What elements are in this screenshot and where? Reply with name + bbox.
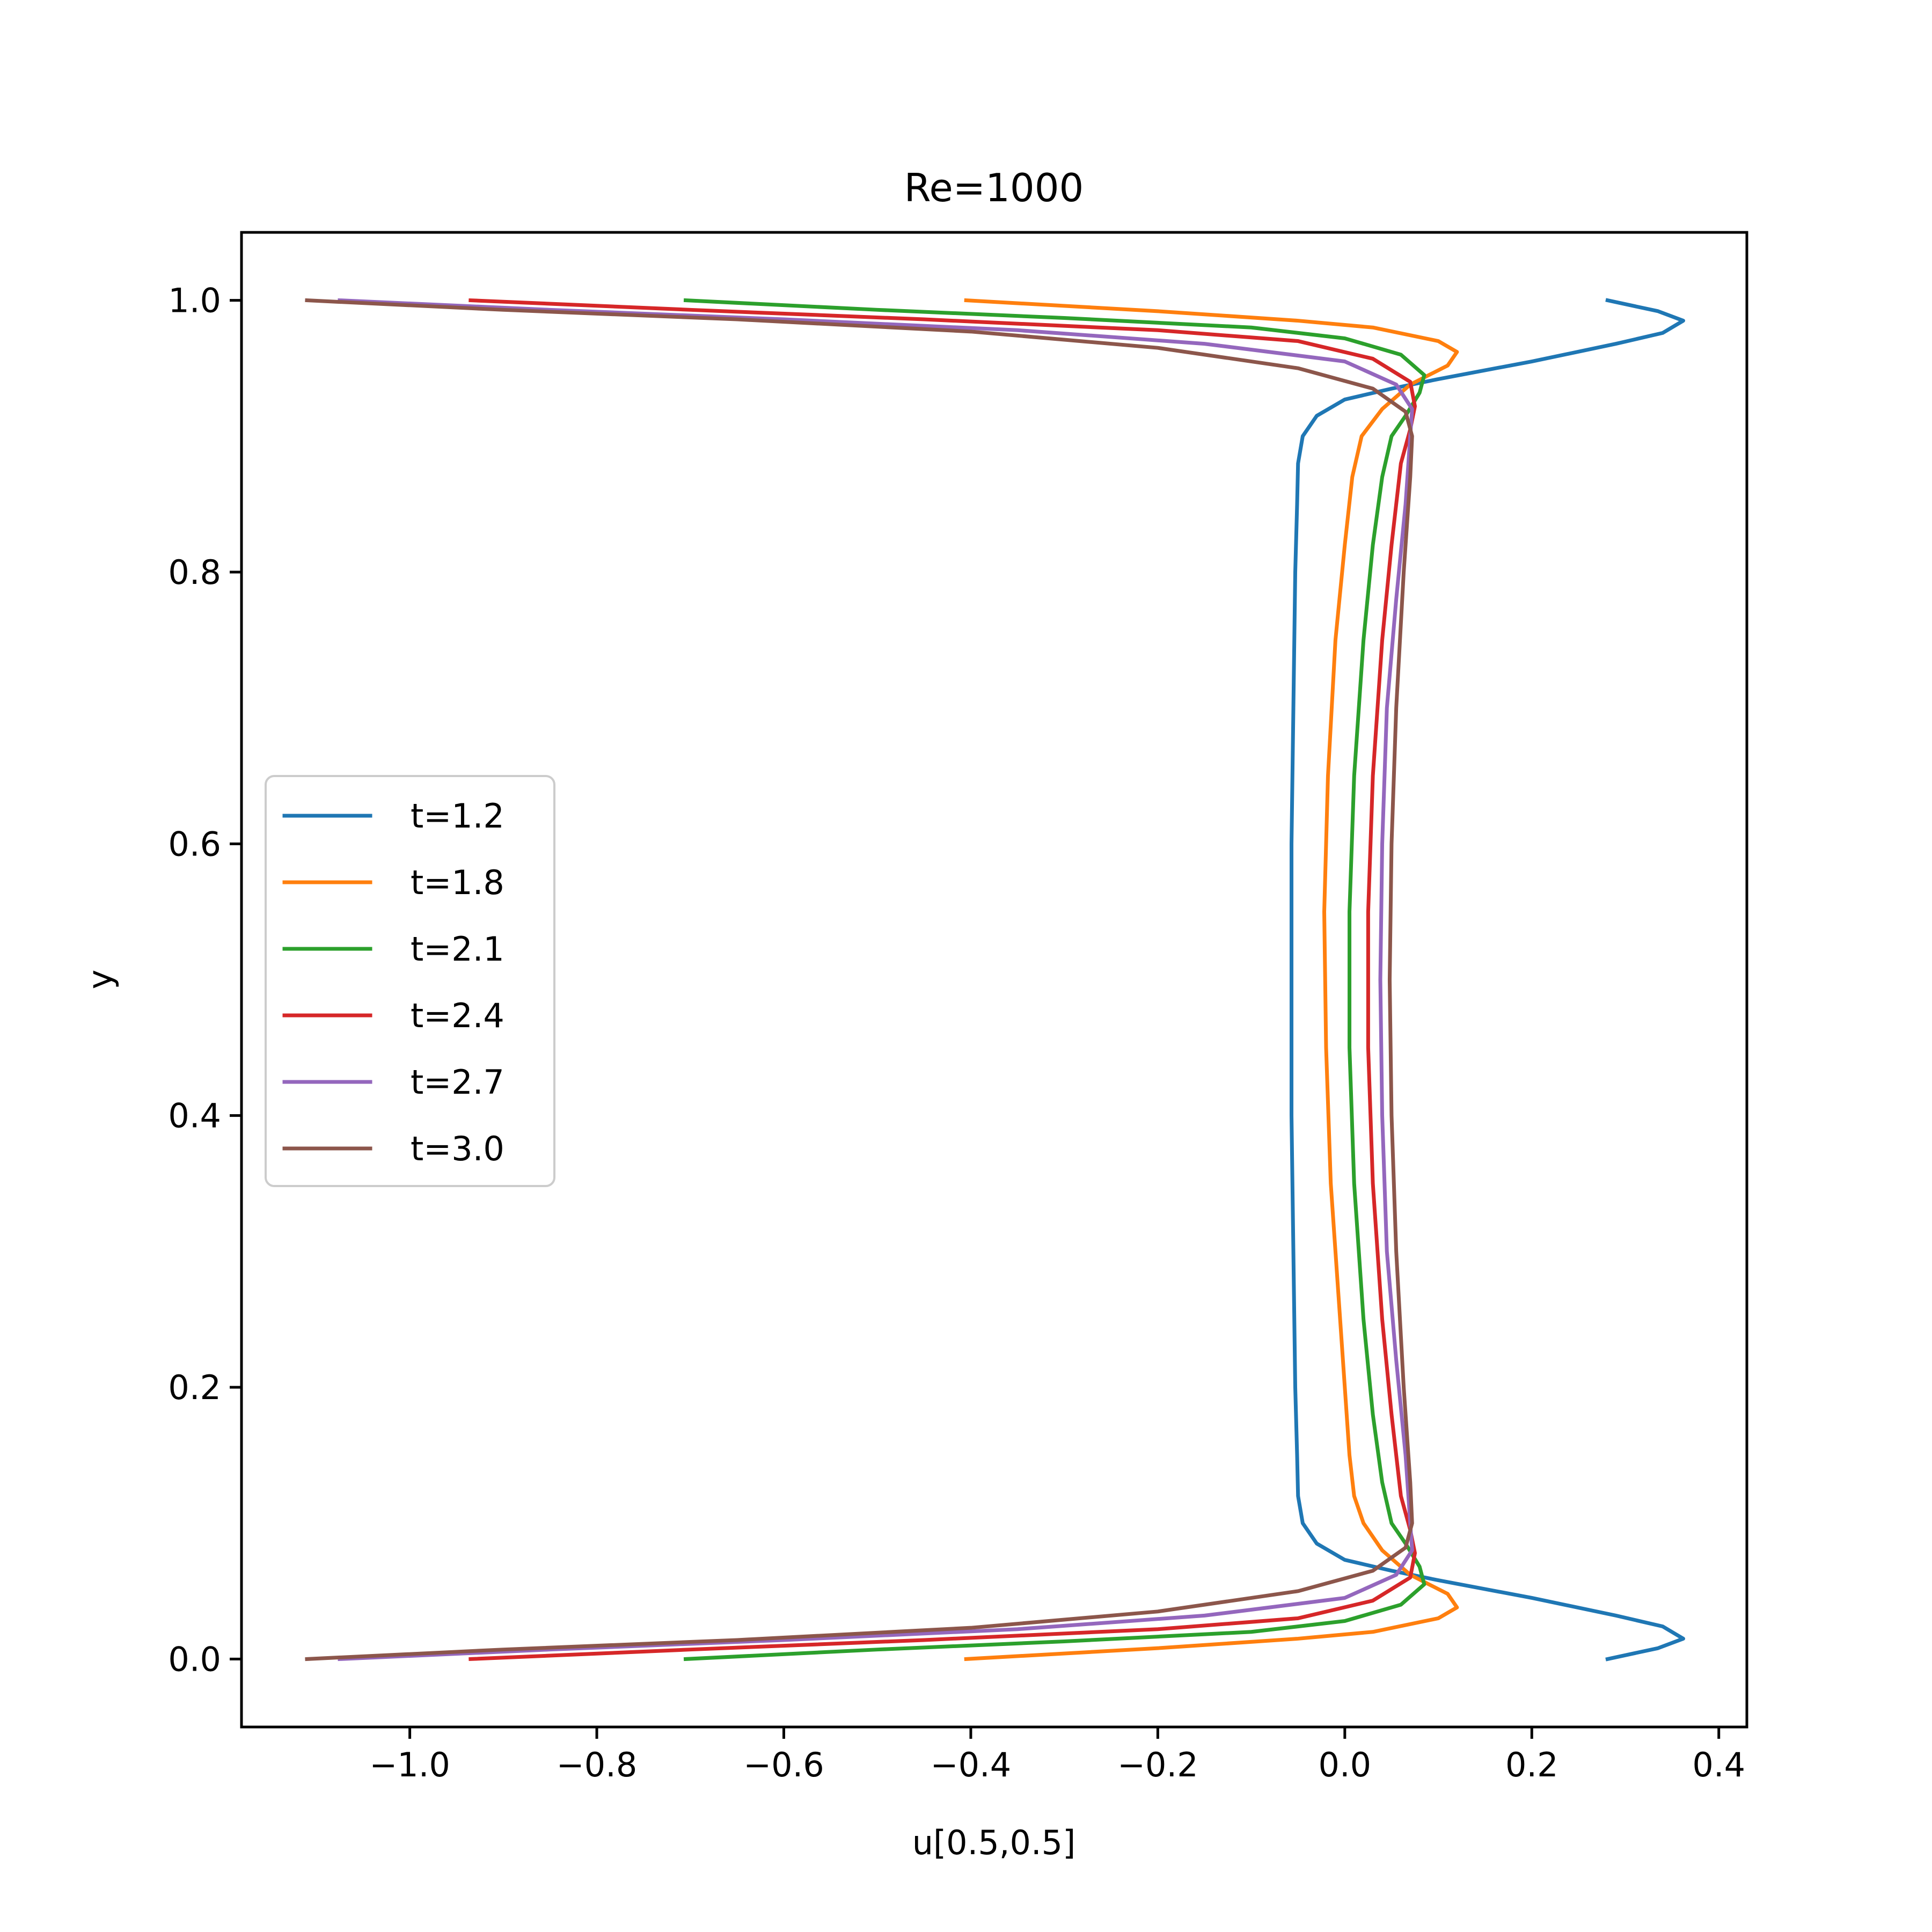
y-tick-label: 0.6 xyxy=(168,824,221,863)
y-tick-label: 0.4 xyxy=(168,1096,221,1136)
x-tick-label: 0.4 xyxy=(1692,1745,1745,1784)
x-tick-label: −0.8 xyxy=(557,1745,638,1784)
legend: t=1.2 t=1.8 t=2.1 t=2.4 t=2.7 t=3.0 xyxy=(265,775,555,1187)
x-tick-label: −0.2 xyxy=(1117,1745,1198,1784)
series-line-t=3.0 xyxy=(305,298,1414,1662)
x-tick-label: 0.2 xyxy=(1505,1745,1558,1784)
series-line-t=2.1 xyxy=(683,298,1426,1662)
y-tick-label: 0.0 xyxy=(168,1640,221,1679)
legend-label-t=1.8: t=1.8 xyxy=(411,863,504,902)
x-tick-label: −0.6 xyxy=(743,1745,824,1784)
legend-label-t=2.7: t=2.7 xyxy=(411,1063,504,1102)
y-axis-label: y xyxy=(80,970,120,990)
x-tick-label: −0.4 xyxy=(931,1745,1012,1784)
legend-label-t=2.4: t=2.4 xyxy=(411,996,504,1035)
legend-label-t=3.0: t=3.0 xyxy=(411,1129,504,1168)
legend-box xyxy=(265,775,555,1187)
series-lines xyxy=(305,298,1686,1662)
x-axis: −1.0 −0.8 −0.6 −0.4 −0.2 0.0 0.2 0.4 xyxy=(369,1727,1745,1784)
x-axis-label: u[0.5,0.5] xyxy=(912,1823,1076,1862)
y-tick-label: 1.0 xyxy=(168,281,221,320)
series-line-t=2.7 xyxy=(338,298,1414,1662)
series-line-t=1.8 xyxy=(964,298,1459,1662)
y-tick-label: 0.2 xyxy=(168,1368,221,1407)
y-axis: 0.0 0.2 0.4 0.6 0.8 1.0 xyxy=(168,281,241,1679)
x-tick-label: −1.0 xyxy=(369,1745,450,1784)
legend-label-t=2.1: t=2.1 xyxy=(411,930,504,969)
legend-label-t=1.2: t=1.2 xyxy=(411,796,504,836)
series-line-t=2.4 xyxy=(469,298,1417,1662)
y-tick-label: 0.8 xyxy=(168,553,221,592)
series-line-t=1.2 xyxy=(1290,298,1686,1662)
x-tick-label: 0.0 xyxy=(1319,1745,1372,1784)
plot-area-frame xyxy=(240,231,1748,1729)
chart-title: Re=1000 xyxy=(904,165,1084,210)
